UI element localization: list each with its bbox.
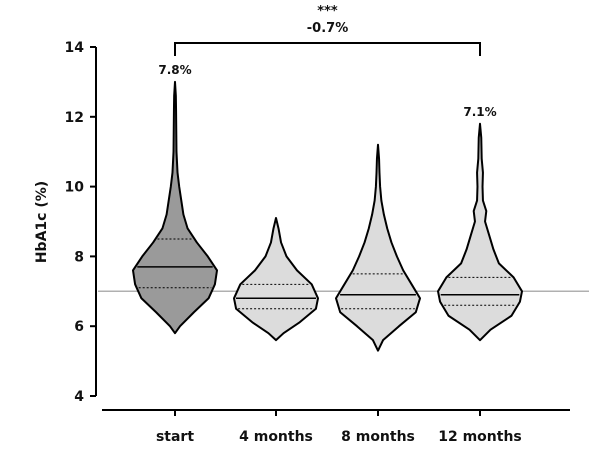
significance-bracket xyxy=(174,42,481,56)
y-tick-label: 14 xyxy=(65,40,85,56)
violin-body xyxy=(437,122,523,342)
y-tick-label: 8 xyxy=(74,249,84,265)
violins-layer xyxy=(132,80,523,352)
y-tick-label: 4 xyxy=(74,389,84,405)
x-category-label: 4 months xyxy=(239,429,313,445)
x-category-label: start xyxy=(156,429,194,445)
y-tick-label: 10 xyxy=(65,180,85,196)
x-category-label: 8 months xyxy=(341,429,415,445)
violin-body xyxy=(132,80,218,335)
y-tick-label: 12 xyxy=(65,110,84,126)
value-label: 7.8% xyxy=(158,63,191,77)
violin-start xyxy=(132,80,218,335)
violin-body xyxy=(233,217,319,342)
value-label: 7.1% xyxy=(463,105,496,119)
significance-stars: *** xyxy=(317,4,338,19)
violin-12-months xyxy=(437,122,523,342)
axes-layer: 4 6 8 10 12 14 start 4 months 8 months 12 months H… xyxy=(34,40,570,445)
violin-body xyxy=(335,143,421,352)
x-category-label: 12 months xyxy=(438,429,522,445)
annotation-layer: 7.8% 7.1% *** -0.7% xyxy=(158,4,496,119)
violin-4-months xyxy=(233,217,319,342)
violin-8-months xyxy=(335,143,421,352)
y-tick-label: 6 xyxy=(74,319,84,335)
y-axis-title: HbA1c (%) xyxy=(34,181,50,263)
difference-label: -0.7% xyxy=(307,21,348,36)
